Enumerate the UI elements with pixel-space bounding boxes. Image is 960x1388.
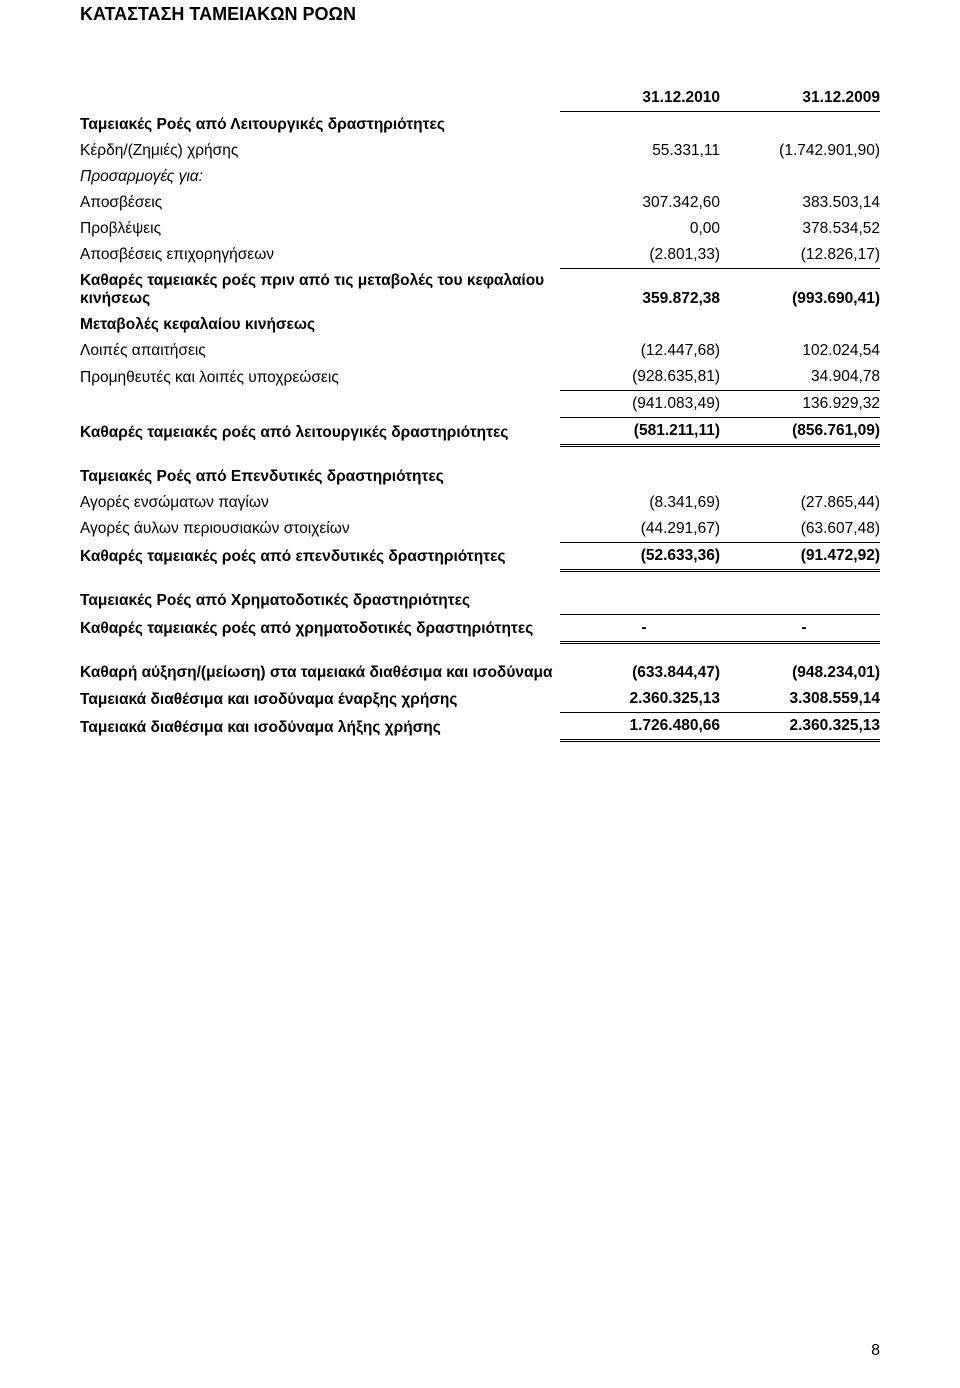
table-row: Καθαρή αύξηση/(μείωση) στα ταμειακά διαθ…: [80, 660, 880, 686]
row-c1: 307.342,60: [560, 190, 720, 216]
page: ΚΑΤΑΣΤΑΣΗ ΤΑΜΕΙΑΚΩΝ ΡΟΩΝ 31.12.2010 31.1…: [0, 0, 960, 1388]
row-c2: (63.607,48): [720, 516, 880, 543]
row-label: Προμηθευτές και λοιπές υποχρεώσεις: [80, 364, 560, 391]
table-row: Αποσβέσεις επιχορηγήσεων (2.801,33) (12.…: [80, 242, 880, 269]
row-c2: 34.904,78: [720, 364, 880, 391]
row-c1: (52.633,36): [560, 542, 720, 570]
table-row: Μεταβολές κεφαλαίου κινήσεως: [80, 312, 880, 338]
row-c1: 0,00: [560, 216, 720, 242]
table-row: Κέρδη/(Ζημιές) χρήσης 55.331,11 (1.742.9…: [80, 138, 880, 164]
row-label: Καθαρή αύξηση/(μείωση) στα ταμειακά διαθ…: [80, 660, 560, 686]
row-c1: 1.726.480,66: [560, 713, 720, 741]
table-row: Καθαρές ταμειακές ροές από επενδυτικές δ…: [80, 542, 880, 570]
row-c2: (27.865,44): [720, 490, 880, 516]
row-c2: 136.929,32: [720, 391, 880, 418]
header-row: 31.12.2010 31.12.2009: [80, 85, 880, 112]
header-empty: [80, 85, 560, 112]
table-row: Καθαρές ταμειακές ροές πριν από τις μετα…: [80, 268, 880, 312]
row-c2: 2.360.325,13: [720, 713, 880, 741]
operating-heading-row: Ταμειακές Ροές από Λειτουργικές δραστηρι…: [80, 112, 880, 138]
row-c1: (44.291,67): [560, 516, 720, 543]
row-c2: (91.472,92): [720, 542, 880, 570]
row-label: Καθαρές ταμειακές ροές πριν από τις μετα…: [80, 268, 560, 312]
row-c2: (1.742.901,90): [720, 138, 880, 164]
row-c1: (12.447,68): [560, 338, 720, 364]
operating-heading: Ταμειακές Ροές από Λειτουργικές δραστηρι…: [80, 112, 560, 138]
row-c1: (928.635,81): [560, 364, 720, 391]
row-c1: (8.341,69): [560, 490, 720, 516]
row-c2: 378.534,52: [720, 216, 880, 242]
row-label: Κέρδη/(Ζημιές) χρήσης: [80, 138, 560, 164]
row-label: Μεταβολές κεφαλαίου κινήσεως: [80, 312, 560, 338]
table-row: Καθαρές ταμειακές ροές από χρηματοδοτικέ…: [80, 614, 880, 642]
row-label: Προσαρμογές για:: [80, 164, 560, 190]
page-title: ΚΑΤΑΣΤΑΣΗ ΤΑΜΕΙΑΚΩΝ ΡΟΩΝ: [80, 0, 880, 25]
cash-flow-table: 31.12.2010 31.12.2009 Ταμειακές Ροές από…: [80, 85, 880, 742]
table-row: Λοιπές απαιτήσεις (12.447,68) 102.024,54: [80, 338, 880, 364]
row-label: Προβλέψεις: [80, 216, 560, 242]
row-c2: (948.234,01): [720, 660, 880, 686]
row-c1: (581.211,11): [560, 418, 720, 446]
row-c2: -: [720, 614, 880, 642]
row-c1: -: [560, 614, 720, 642]
table-row: (941.083,49) 136.929,32: [80, 391, 880, 418]
row-label: Καθαρές ταμειακές ροές από λειτουργικές …: [80, 418, 560, 446]
col-header-2: 31.12.2009: [720, 85, 880, 112]
row-c2: 102.024,54: [720, 338, 880, 364]
row-c2: 383.503,14: [720, 190, 880, 216]
table-row: Ταμειακά διαθέσιμα και ισοδύναμα έναρξης…: [80, 686, 880, 713]
row-c2: (993.690,41): [720, 268, 880, 312]
table-row: Προμηθευτές και λοιπές υποχρεώσεις (928.…: [80, 364, 880, 391]
table-row: Αγορές ενσώματων παγίων (8.341,69) (27.8…: [80, 490, 880, 516]
row-c2: (856.761,09): [720, 418, 880, 446]
investing-heading-row: Ταμειακές Ροές από Επενδυτικές δραστηριό…: [80, 446, 880, 490]
page-number: 8: [871, 1342, 880, 1360]
table-row: Ταμειακά διαθέσιμα και ισοδύναμα λήξης χ…: [80, 713, 880, 741]
table-row: Αποσβέσεις 307.342,60 383.503,14: [80, 190, 880, 216]
row-label: Λοιπές απαιτήσεις: [80, 338, 560, 364]
row-label: Αγορές ενσώματων παγίων: [80, 490, 560, 516]
table-row: Προσαρμογές για:: [80, 164, 880, 190]
table-row: Προβλέψεις 0,00 378.534,52: [80, 216, 880, 242]
row-c2: (12.826,17): [720, 242, 880, 269]
table-row: Αγορές άυλων περιουσιακών στοιχείων (44.…: [80, 516, 880, 543]
row-c1: 2.360.325,13: [560, 686, 720, 713]
investing-heading: Ταμειακές Ροές από Επενδυτικές δραστηριό…: [80, 446, 560, 490]
row-c1: (2.801,33): [560, 242, 720, 269]
table-row: Καθαρές ταμειακές ροές από λειτουργικές …: [80, 418, 880, 446]
row-label: Αποσβέσεις επιχορηγήσεων: [80, 242, 560, 269]
row-c2: 3.308.559,14: [720, 686, 880, 713]
row-label: [80, 391, 560, 418]
row-label: Καθαρές ταμειακές ροές από επενδυτικές δ…: [80, 542, 560, 570]
row-label: Ταμειακά διαθέσιμα και ισοδύναμα λήξης χ…: [80, 713, 560, 741]
financing-heading-row: Ταμειακές Ροές από Χρηματοδοτικές δραστη…: [80, 570, 880, 614]
col-header-1: 31.12.2010: [560, 85, 720, 112]
row-label: Ταμειακά διαθέσιμα και ισοδύναμα έναρξης…: [80, 686, 560, 713]
row-c1: 359.872,38: [560, 268, 720, 312]
row-label: Αγορές άυλων περιουσιακών στοιχείων: [80, 516, 560, 543]
row-c1: (633.844,47): [560, 660, 720, 686]
row-label: Καθαρές ταμειακές ροές από χρηματοδοτικέ…: [80, 614, 560, 642]
row-c1: (941.083,49): [560, 391, 720, 418]
row-c1: 55.331,11: [560, 138, 720, 164]
financing-heading: Ταμειακές Ροές από Χρηματοδοτικές δραστη…: [80, 570, 560, 614]
row-label: Αποσβέσεις: [80, 190, 560, 216]
